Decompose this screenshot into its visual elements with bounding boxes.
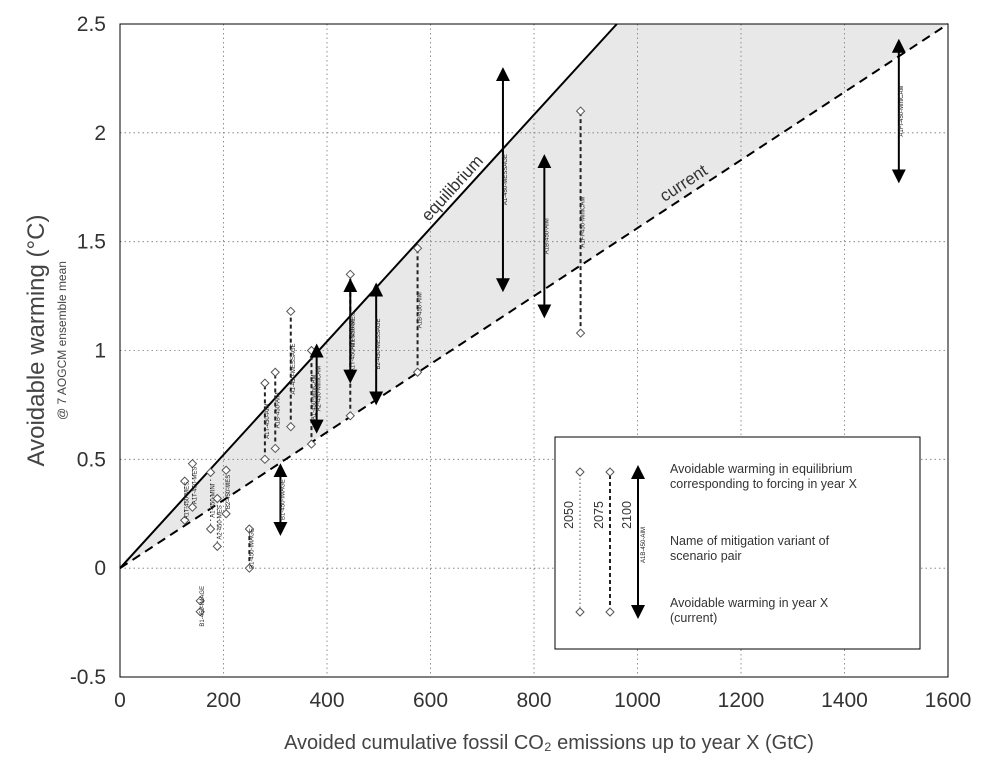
scenario-label: A1FI-450-MiniCAM: [581, 197, 587, 248]
x-tick-label: 400: [309, 689, 344, 712]
marker-high-2050: [195, 596, 205, 606]
y-tick-label: 0: [94, 557, 106, 580]
marker-high-2075: [412, 243, 423, 253]
y-tick-label: 2.5: [77, 13, 106, 36]
marker-low-2075: [575, 328, 586, 338]
x-axis-label: Avoided cumulative fossil CO₂ emissions …: [284, 732, 814, 754]
legend-marker-low: [575, 607, 585, 617]
legend-marker-low: [605, 607, 615, 617]
marker-high-2050: [179, 476, 190, 486]
scenario-label: A1-450-MINI: [211, 483, 217, 517]
scenario-label: A1B-450-AIM: [418, 292, 424, 328]
legend: 2050 2075 2100 A1B-450-AIM Avoidable warming…: [554, 436, 921, 650]
marker-low-2050: [195, 606, 205, 617]
marker-high-2075: [575, 106, 586, 116]
marker-low-2075: [260, 454, 270, 465]
marker-low-2050: [212, 541, 222, 552]
marker-low-2050: [221, 509, 231, 519]
marker-low-2075: [306, 439, 317, 449]
y-tick-label: 1: [94, 340, 106, 363]
y-tick-label: -0.5: [70, 666, 106, 689]
x-tick-label: 1200: [718, 689, 765, 712]
legend-text-line: Avoidable warming in year X: [670, 596, 829, 610]
marker-low-2050: [205, 524, 216, 534]
legend-box: [554, 436, 921, 650]
scenario-label: B1-450-IMAGE: [249, 528, 255, 569]
x-tick-label: 1400: [821, 689, 868, 712]
y-axis-label: Avoidable warming (°C): [23, 215, 50, 467]
x-tick-label: 800: [516, 689, 551, 712]
marker-low-2050: [187, 502, 198, 512]
marker-low-2075: [412, 367, 423, 377]
reference-lines: [119, 23, 949, 570]
marker-high-2075: [270, 367, 280, 377]
legend-year-2075: 2075: [592, 501, 606, 529]
scenario-label: A1T-450-MES: [185, 482, 191, 520]
marker-low-2050: [179, 515, 190, 525]
y-axis-sublabel: @ 7 AOGCM ensemble mean: [55, 261, 69, 420]
marker-low-2075: [244, 563, 255, 573]
scenario-label: A1T-450-AIM: [265, 404, 271, 439]
scenario-label: B2-450-MES: [226, 475, 232, 509]
data-series: A1T-450-MES A1T-450-MESB1-450-IMAGEA1-450…: [179, 38, 906, 627]
x-tick-label: 600: [413, 689, 448, 712]
marker-high-2050: [187, 458, 198, 469]
marker-low-2075: [270, 443, 280, 454]
x-tick-label: 1600: [925, 689, 972, 712]
legend-year-2050: 2050: [562, 501, 576, 529]
tick-labels: 0 200 400 600 800 1000 1200 1400 1600 -0.5 0 0.5 1 1.…: [70, 13, 972, 712]
marker-low-2075: [345, 411, 355, 421]
legend-text-line: corresponding to forcing in year X: [670, 477, 858, 491]
legend-marker-high: [575, 467, 585, 477]
scenario-label: A1T-450-MES: [192, 467, 198, 505]
scenario-label: A1-450-MESSAGE: [503, 154, 509, 205]
scenario-label: A1-450-MESSAGE: [291, 343, 297, 394]
scenario-label: A1FI-450-MiniCAM: [899, 86, 905, 137]
legend-year-2100: 2100: [620, 501, 634, 529]
y-tick-label: 0.5: [77, 448, 106, 471]
scenario-label: A1B-450-AIM: [544, 218, 550, 254]
legend-sample-label: A1B-450-AIM: [641, 527, 647, 563]
equilibrium-line: [119, 23, 618, 569]
scenario-label: A2-450-MES: [217, 505, 223, 539]
legend-text-line: Name of mitigation variant of: [670, 534, 830, 548]
marker-high-2075: [345, 269, 355, 280]
y-tick-label: 2: [94, 122, 106, 145]
scenario-label: B1-450-IMAGE: [200, 586, 206, 627]
marker-low-2075: [286, 421, 296, 432]
legend-text-line: (current): [670, 611, 717, 625]
scenario-label: A1T-450-MES: [350, 312, 356, 350]
marker-high-2075: [260, 378, 270, 388]
marker-high-2050: [212, 493, 222, 504]
scenario-label: B1-450-IMAGE: [280, 479, 286, 520]
current-line: [119, 23, 949, 570]
x-tick-label: 0: [114, 689, 126, 712]
series-2100: B1-450-IMAGE A2-450-MiniCAM A1T-450-MES B2-…: [273, 38, 906, 536]
legend-text-line: Avoidable warming in equilibrium: [670, 462, 853, 476]
legend-marker-high: [605, 467, 615, 477]
marker-high-2050: [221, 465, 231, 475]
series-2050: A1T-450-MES A1T-450-MES B1-450-IMAGE A1-450…: [179, 458, 232, 627]
marker-high-2050: [205, 467, 216, 478]
marker-high-2075: [306, 345, 317, 356]
y-tick-label: 1.5: [77, 231, 106, 254]
scenario-label: A2-450-MiniCAM: [317, 366, 323, 412]
scenario-label: B2-450-MESSAGE: [376, 318, 382, 369]
marker-high-2075: [286, 306, 296, 317]
marker-high-2075: [244, 524, 255, 534]
scenario-label: A1B-450-AIM: [275, 392, 281, 428]
x-tick-label: 200: [206, 689, 241, 712]
legend-text-line: scenario pair: [670, 549, 742, 563]
x-tick-label: 1000: [614, 689, 661, 712]
plot-frame: [119, 23, 949, 678]
